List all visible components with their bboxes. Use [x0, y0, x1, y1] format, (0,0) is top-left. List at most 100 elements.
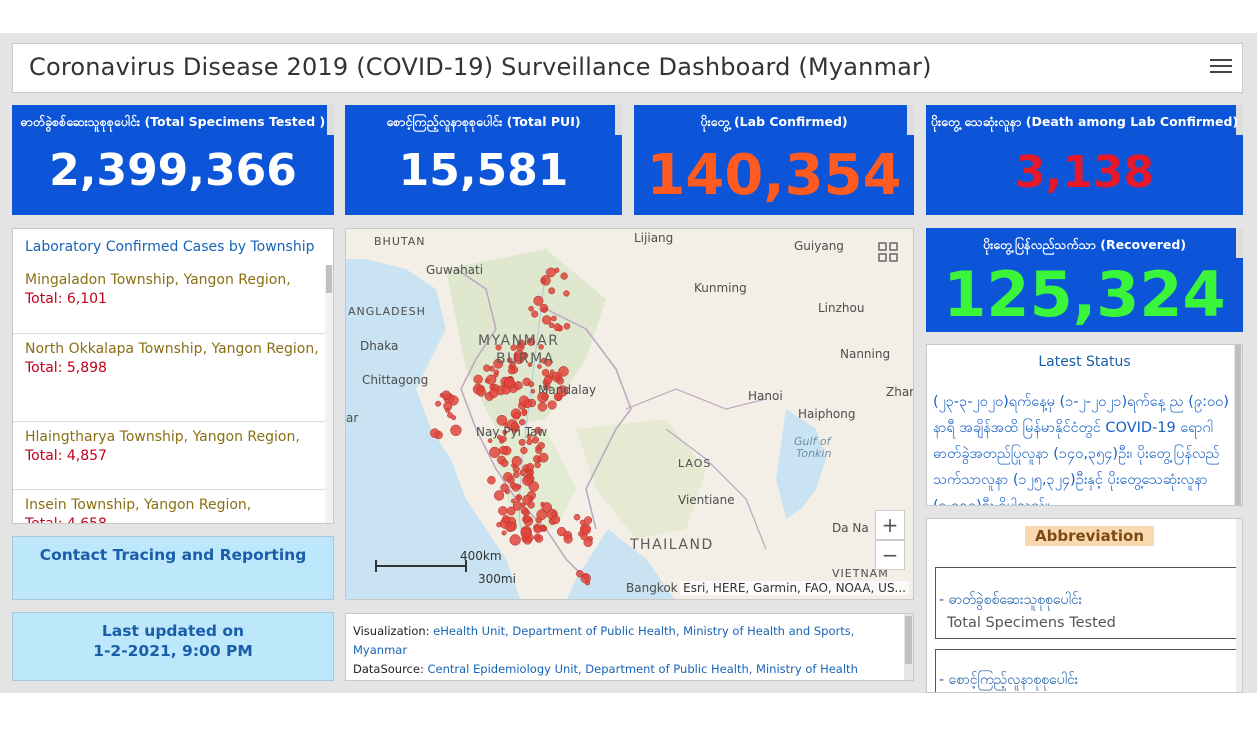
case-dot[interactable]: [517, 339, 526, 348]
case-dot[interactable]: [487, 475, 496, 485]
case-dot[interactable]: [584, 580, 591, 586]
case-dot[interactable]: [527, 362, 533, 367]
case-dot[interactable]: [523, 515, 531, 523]
case-dot[interactable]: [554, 267, 560, 273]
list-item[interactable]: Insein Township, Yangon Region, Total: 4…: [13, 489, 327, 523]
kpi-scrollbar[interactable]: [907, 105, 914, 135]
list-item[interactable]: Hlaingtharya Township, Yangon Region, To…: [13, 421, 327, 489]
case-dot[interactable]: [546, 267, 556, 278]
case-dot[interactable]: [489, 446, 501, 458]
case-dot[interactable]: [520, 446, 528, 455]
list-scrollbar[interactable]: [325, 265, 333, 523]
case-dot[interactable]: [530, 389, 536, 394]
case-dot[interactable]: [526, 433, 532, 439]
case-dot[interactable]: [583, 573, 590, 580]
fullscreen-icon[interactable]: [877, 241, 899, 263]
kpi-scrollbar[interactable]: [327, 105, 334, 135]
case-dot[interactable]: [511, 455, 522, 467]
case-dot[interactable]: [513, 350, 525, 362]
case-dot[interactable]: [435, 400, 442, 407]
case-dot[interactable]: [498, 506, 508, 516]
case-dot[interactable]: [503, 422, 508, 427]
case-dot[interactable]: [537, 364, 542, 369]
case-dot[interactable]: [509, 534, 521, 546]
case-dot[interactable]: [510, 498, 516, 504]
case-dot[interactable]: [534, 426, 542, 434]
case-dot[interactable]: [515, 495, 521, 501]
viz-link-2[interactable]: Myanmar: [353, 643, 408, 657]
kpi-scrollbar[interactable]: [1236, 105, 1243, 135]
status-scrollbar[interactable]: [1234, 345, 1242, 505]
case-dot[interactable]: [531, 436, 540, 444]
kpi-scrollbar[interactable]: [615, 105, 622, 135]
case-dot[interactable]: [541, 392, 549, 401]
source-link[interactable]: Central Epidemiology Unit, Department of…: [427, 662, 858, 676]
case-dot[interactable]: [583, 537, 593, 548]
credits-scrollbar[interactable]: [904, 614, 913, 680]
case-dot[interactable]: [526, 473, 532, 479]
case-dot[interactable]: [506, 357, 513, 364]
case-dot[interactable]: [536, 509, 548, 521]
case-dot[interactable]: [563, 534, 573, 544]
case-dot[interactable]: [584, 516, 593, 525]
case-dot[interactable]: [506, 506, 516, 516]
case-dot[interactable]: [563, 290, 570, 297]
contact-tracing-link[interactable]: Contact Tracing and Reporting: [12, 536, 334, 600]
zoom-out-button[interactable]: −: [875, 540, 905, 570]
case-dot[interactable]: [447, 412, 454, 419]
case-dot[interactable]: [538, 344, 544, 350]
case-dot[interactable]: [500, 435, 507, 443]
case-dot[interactable]: [504, 489, 510, 495]
viz-link[interactable]: eHealth Unit, Department of Public Healt…: [433, 624, 855, 638]
list-item[interactable]: Mingaladon Township, Yangon Region, Tota…: [13, 265, 327, 333]
case-dot[interactable]: [531, 310, 539, 318]
case-dot[interactable]: [514, 381, 523, 390]
case-dot[interactable]: [518, 395, 530, 406]
case-dot[interactable]: [520, 527, 532, 539]
case-dot[interactable]: [528, 381, 535, 388]
case-dot[interactable]: [551, 315, 557, 322]
case-dot[interactable]: [522, 508, 530, 517]
case-dot[interactable]: [450, 424, 462, 436]
case-dot[interactable]: [526, 438, 533, 446]
case-dot[interactable]: [540, 501, 545, 507]
case-dot[interactable]: [448, 395, 459, 406]
case-dot[interactable]: [501, 515, 511, 524]
case-dot[interactable]: [548, 322, 555, 329]
case-dot[interactable]: [510, 344, 517, 351]
case-dot[interactable]: [535, 445, 541, 451]
case-dot[interactable]: [527, 501, 535, 509]
case-dot[interactable]: [516, 484, 522, 490]
case-dot[interactable]: [550, 511, 557, 518]
case-dot[interactable]: [505, 521, 516, 533]
case-dot[interactable]: [533, 525, 542, 534]
case-dot[interactable]: [528, 305, 534, 312]
case-dot[interactable]: [512, 411, 521, 420]
kpi-scrollbar[interactable]: [1236, 228, 1243, 258]
case-dot[interactable]: [519, 419, 526, 426]
case-dot[interactable]: [493, 372, 499, 378]
case-dot[interactable]: [506, 475, 515, 484]
case-dot[interactable]: [509, 361, 516, 368]
case-dot[interactable]: [501, 385, 511, 395]
case-map[interactable]: BHUTAN Guwahati Lijiang Guiyang Kunming …: [345, 228, 914, 600]
case-dot[interactable]: [493, 358, 504, 369]
case-dot[interactable]: [488, 388, 499, 399]
case-dot[interactable]: [512, 471, 520, 479]
case-dot[interactable]: [549, 369, 555, 375]
list-item[interactable]: North Okkalapa Township, Yangon Region, …: [13, 333, 327, 421]
case-dot[interactable]: [542, 315, 552, 325]
case-dot[interactable]: [496, 522, 502, 528]
case-dot[interactable]: [521, 410, 527, 417]
case-dot[interactable]: [499, 445, 508, 455]
case-dot[interactable]: [526, 337, 536, 346]
case-dot[interactable]: [493, 490, 505, 501]
case-dot[interactable]: [439, 392, 445, 398]
case-dot[interactable]: [541, 526, 546, 532]
case-dot[interactable]: [541, 368, 550, 377]
case-dot[interactable]: [518, 438, 526, 446]
case-dot[interactable]: [511, 422, 520, 431]
case-dot[interactable]: [430, 428, 440, 438]
case-dot[interactable]: [501, 530, 507, 536]
case-dot[interactable]: [576, 569, 584, 578]
